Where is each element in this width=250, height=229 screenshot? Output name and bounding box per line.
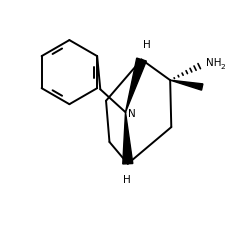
Polygon shape bbox=[125, 58, 146, 112]
Polygon shape bbox=[170, 80, 202, 90]
Text: 2: 2 bbox=[219, 64, 224, 70]
Text: H: H bbox=[143, 40, 150, 50]
Polygon shape bbox=[122, 112, 132, 164]
Text: NH: NH bbox=[205, 58, 221, 68]
Text: H: H bbox=[122, 175, 130, 185]
Text: N: N bbox=[128, 109, 135, 119]
